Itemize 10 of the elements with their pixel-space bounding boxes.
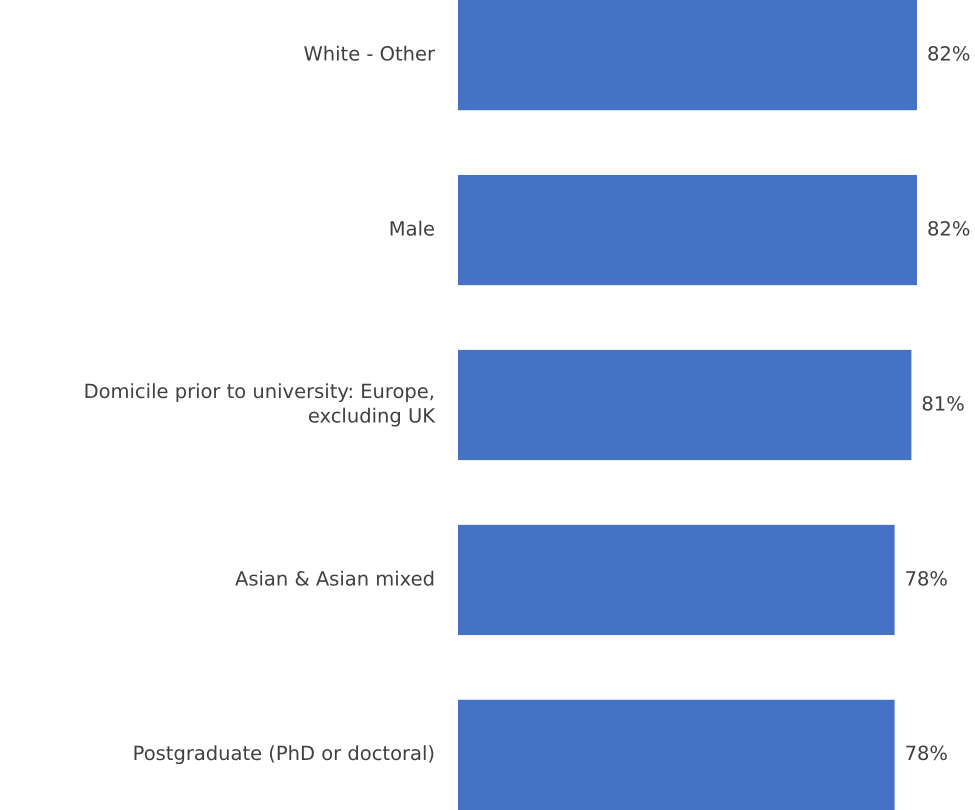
data-label: 78% xyxy=(904,567,948,590)
y-tick-label: Postgraduate (PhD or doctoral) xyxy=(132,742,435,766)
y-tick-label: White - Other xyxy=(303,42,436,66)
data-label: 82% xyxy=(927,217,970,240)
y-tick-label: Asian & Asian mixed xyxy=(235,567,435,590)
data-label: 81% xyxy=(921,392,965,416)
data-label: 78% xyxy=(904,742,948,766)
data-label: 82% xyxy=(927,42,970,66)
y-tick-label: Male xyxy=(388,217,435,240)
y-tick-label: Domicile prior to university: Europe, excluding UK xyxy=(84,380,436,428)
